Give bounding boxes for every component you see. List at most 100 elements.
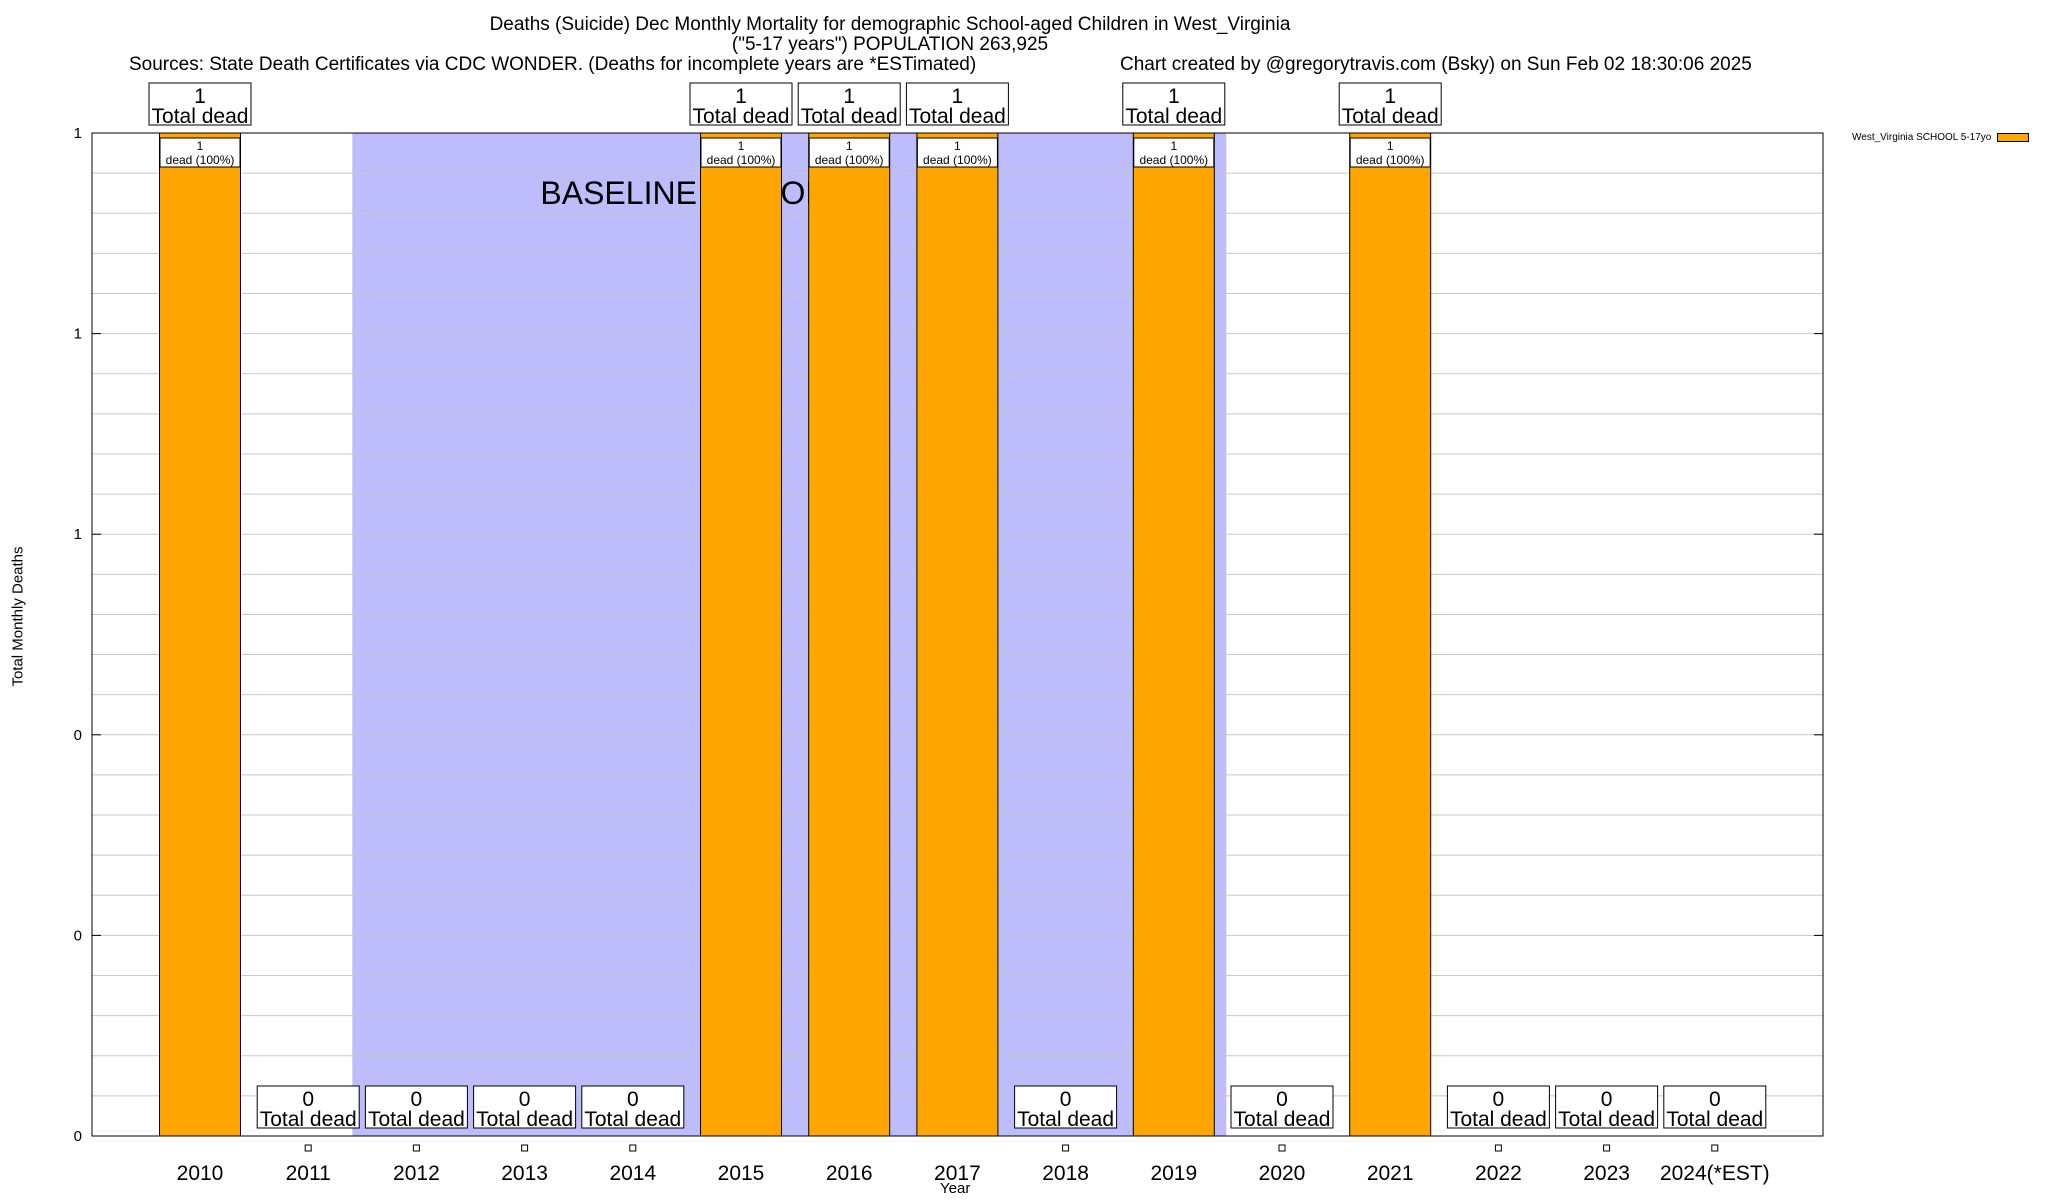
x-tick-label-2018: 2018 <box>1042 1162 1089 1185</box>
bar-2010 <box>159 132 241 1137</box>
value-label-text: Total dead <box>1234 1108 1331 1131</box>
value-label-text: Total dead <box>152 105 249 128</box>
y-tick-label: 1 <box>74 326 82 343</box>
zero-marker-2023 <box>1603 1144 1611 1152</box>
plot-border <box>91 132 1824 1137</box>
y-axis-label: Total Monthly Deaths <box>9 546 27 687</box>
zero-marker-2013 <box>521 1144 529 1152</box>
legend: West_Virginia SCHOOL 5-17yo <box>1852 132 2030 143</box>
zero-marker-2011 <box>304 1144 312 1152</box>
value-label-text: Total dead <box>1125 105 1222 128</box>
inner-label-count: 1 <box>846 139 853 153</box>
value-box-2021 <box>1338 82 1442 126</box>
inner-box-2010 <box>159 137 241 168</box>
value-box-2022 <box>1446 1085 1550 1129</box>
zero-marker-2018 <box>1062 1144 1070 1152</box>
value-label-count: 0 <box>1601 1088 1613 1111</box>
value-label-text: Total dead <box>909 105 1006 128</box>
value-box-2012 <box>364 1085 468 1129</box>
x-tick-label-2024(*EST): 2024(*EST) <box>1660 1162 1770 1185</box>
value-label-text: Total dead <box>584 1108 681 1131</box>
inner-box-2021 <box>1349 137 1431 168</box>
x-tick-label-2010: 2010 <box>177 1162 224 1185</box>
inner-box-2015 <box>700 137 782 168</box>
x-tick-label-2020: 2020 <box>1259 1162 1306 1185</box>
bar-2017 <box>916 132 999 1137</box>
chart-sources: Sources: State Death Certificates via CD… <box>129 54 977 75</box>
value-label-count: 1 <box>735 85 747 108</box>
value-box-2023 <box>1555 1085 1659 1129</box>
bar-2021 <box>1349 132 1432 1137</box>
legend-swatch <box>1997 132 2030 142</box>
x-tick-label-2011: 2011 <box>286 1162 331 1185</box>
value-label-text: Total dead <box>801 105 898 128</box>
x-tick-label-2017: 2017 <box>934 1162 981 1185</box>
x-tick-label-2012: 2012 <box>393 1162 440 1185</box>
inner-box-2019 <box>1133 137 1215 168</box>
value-label-text: Total dead <box>1017 1108 1114 1131</box>
inner-label-text: dead (100%) <box>923 153 992 167</box>
value-label-text: Total dead <box>260 1108 357 1131</box>
value-label-text: Total dead <box>1666 1108 1763 1131</box>
value-label-count: 1 <box>952 85 964 108</box>
x-tick-label-2013: 2013 <box>501 1162 548 1185</box>
zero-marker-2020 <box>1278 1144 1286 1152</box>
value-box-2020 <box>1230 1085 1334 1129</box>
zero-marker-2014 <box>629 1144 637 1152</box>
x-tick-label-2021: 2021 <box>1367 1162 1414 1185</box>
value-label-text: Total dead <box>1558 1108 1655 1131</box>
y-tick-label: 1 <box>74 125 82 142</box>
inner-label-text: dead (100%) <box>166 153 235 167</box>
value-label-count: 1 <box>1384 85 1396 108</box>
value-box-2017 <box>905 82 1009 126</box>
value-label-text: Total dead <box>1450 1108 1547 1131</box>
y-tick-label: 0 <box>74 1128 82 1145</box>
value-label-text: Total dead <box>1342 105 1439 128</box>
inner-label-count: 1 <box>1170 139 1177 153</box>
value-box-2015 <box>689 82 793 126</box>
value-label-count: 1 <box>1168 85 1180 108</box>
chart-title-line2: ("5-17 years") POPULATION 263,925 <box>731 34 1049 55</box>
x-axis-label: Year <box>940 1180 971 1197</box>
bar-2016 <box>808 132 891 1137</box>
inner-label-count: 1 <box>1387 139 1394 153</box>
value-box-2013 <box>473 1085 577 1129</box>
y-tick-label: 1 <box>74 526 82 543</box>
y-tick-label: 0 <box>74 927 82 944</box>
baseline-period-band <box>352 133 1227 1136</box>
value-label-count: 0 <box>1493 1088 1505 1111</box>
value-label-text: Total dead <box>693 105 790 128</box>
inner-label-count: 1 <box>738 139 745 153</box>
x-tick-label-2022: 2022 <box>1475 1162 1522 1185</box>
zero-marker-2022 <box>1494 1144 1502 1152</box>
value-label-count: 0 <box>1060 1088 1072 1111</box>
value-box-2024(*EST) <box>1663 1085 1767 1129</box>
chart-credit: Chart created by @gregorytravis.com (Bsk… <box>1120 54 1752 75</box>
value-label-text: Total dead <box>476 1108 573 1131</box>
zero-marker-2024(*EST) <box>1711 1144 1719 1152</box>
value-box-2018 <box>1014 1085 1118 1129</box>
x-tick-label-2016: 2016 <box>826 1162 873 1185</box>
inner-label-text: dead (100%) <box>1356 153 1425 167</box>
inner-box-2016 <box>808 137 890 168</box>
value-label-count: 0 <box>1276 1088 1288 1111</box>
value-label-count: 0 <box>302 1088 314 1111</box>
value-box-2019 <box>1122 82 1226 126</box>
value-label-count: 0 <box>1709 1088 1721 1111</box>
value-label-count: 0 <box>519 1088 531 1111</box>
y-tick-label: 0 <box>74 727 82 744</box>
x-tick-label-2023: 2023 <box>1583 1162 1630 1185</box>
inner-label-count: 1 <box>197 139 204 153</box>
value-label-text: Total dead <box>368 1108 465 1131</box>
value-label-count: 1 <box>194 85 206 108</box>
value-box-2011 <box>256 1085 360 1129</box>
legend-label: West_Virginia SCHOOL 5-17yo <box>1852 132 1992 143</box>
inner-box-2017 <box>916 137 998 168</box>
zero-marker-2012 <box>412 1144 420 1152</box>
inner-label-count: 1 <box>954 139 961 153</box>
bar-2015 <box>700 132 782 1137</box>
value-box-2014 <box>581 1085 685 1129</box>
value-label-count: 1 <box>843 85 855 108</box>
inner-label-text: dead (100%) <box>815 153 884 167</box>
value-box-2010 <box>148 82 252 126</box>
